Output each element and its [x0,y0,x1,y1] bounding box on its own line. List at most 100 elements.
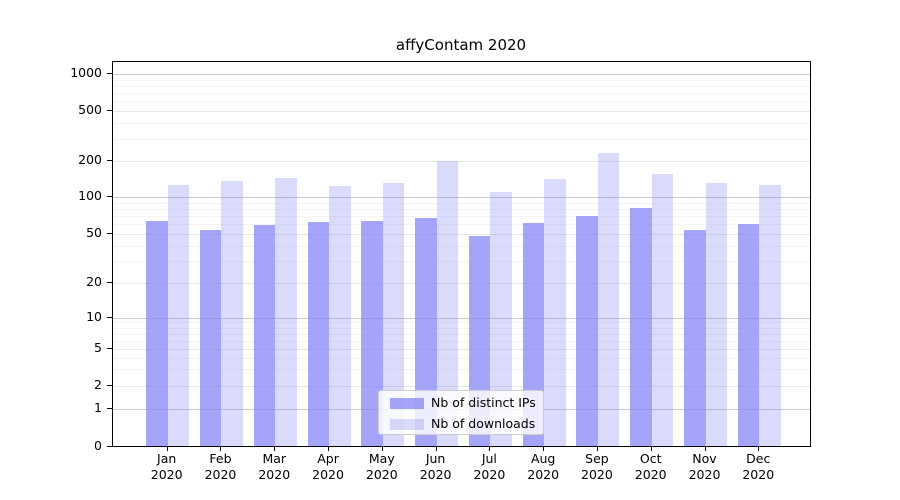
bar-downloads-sep [597,153,620,446]
bar-downloads-dec [759,185,781,446]
x-tick-label: Dec 2020 [742,451,775,482]
y-tick-mark [107,232,112,234]
bar-distinct-ips-jan [146,221,168,446]
x-tick-label: Apr 2020 [312,451,344,482]
bar-distinct-ips-jun [415,218,437,446]
x-tick-mark [489,446,491,451]
gridline [113,160,810,162]
bar-distinct-ips-nov [684,229,706,446]
gridline-minor [113,322,810,324]
bar-downloads-oct [651,174,674,446]
bar-distinct-ips-apr [307,222,330,446]
y-tick-mark [107,73,112,75]
gridline-minor [113,340,810,342]
legend-swatch-downloads [390,418,424,430]
chart-title: affyContam 2020 [395,36,527,54]
bar-distinct-ips-oct [630,208,652,446]
y-tick-label: 50 [86,224,102,240]
y-tick-mark [107,316,112,318]
x-tick-label: Sep 2020 [581,451,613,482]
gridline-minor [113,215,810,217]
gridline-minor [113,261,810,263]
bar-distinct-ips-mar [253,224,276,446]
gridline-minor [113,101,810,103]
y-tick-mark [107,385,112,386]
x-tick-mark [543,446,545,451]
legend-swatch-distinct-ips [390,397,424,409]
gridline-minor [113,224,810,226]
x-tick-mark [650,446,652,451]
bar-distinct-ips-may [361,221,383,446]
y-tick-mark [107,110,112,111]
bar-downloads-apr [329,186,351,446]
plot-area: Nb of distinct IPs Nb of downloads [112,61,811,447]
bar-downloads-feb [221,181,243,446]
bar-downloads-mar [275,177,297,446]
gridline-minor [113,79,810,81]
x-tick-label: Feb 2020 [204,451,237,482]
gridline-minor [113,123,810,125]
gridline-minor [113,93,810,95]
y-tick-label: 100 [78,188,102,203]
legend-label-distinct-ips: Nb of distinct IPs [431,395,536,410]
x-tick-label: Jan 2020 [150,451,183,482]
x-tick-mark [274,446,276,451]
gridline-minor [113,245,810,247]
x-tick-mark [381,446,383,451]
y-tick-mark [107,159,112,161]
y-tick-label: 0 [94,437,102,453]
y-tick-mark [107,408,112,410]
y-tick-label: 200 [78,151,102,167]
x-tick-label: Oct 2020 [634,451,667,482]
y-tick-mark [107,282,112,284]
bar-downloads-jun [436,161,459,446]
legend: Nb of distinct IPs Nb of downloads [378,390,544,435]
y-tick-label: 5 [94,339,102,355]
x-tick-label: Mar 2020 [258,451,291,482]
x-tick-mark [328,446,330,451]
y-tick-mark [107,347,112,349]
bar-distinct-ips-dec [737,224,760,446]
gridline-minor [113,357,810,359]
y-tick-mark [107,196,112,197]
gridline-minor [113,327,810,329]
x-tick-mark [435,446,437,451]
bar-distinct-ips-sep [576,215,598,446]
x-tick-label: Jul 2020 [473,451,506,482]
y-tick-label: 10 [86,308,102,324]
gridline [113,74,810,76]
y-tick-mark [107,445,112,447]
gridline-minor [113,369,810,371]
gridline [113,233,810,235]
x-tick-mark [596,446,598,451]
gridline [113,386,810,387]
x-tick-mark [166,446,168,451]
y-tick-label: 1000 [70,65,102,81]
x-tick-mark [758,446,760,451]
bar-downloads-may [382,182,405,446]
gridline [113,197,810,198]
bar-downloads-nov [705,182,727,446]
x-tick-label: Aug 2020 [527,451,560,482]
x-tick-mark [220,446,222,451]
gridline [113,283,810,285]
x-tick-label: Nov 2020 [688,451,721,482]
y-tick-label: 2 [94,377,102,392]
x-tick-mark [704,446,706,451]
bar-downloads-jul [490,192,512,446]
gridline-minor [113,202,810,204]
gridline-minor [113,86,810,88]
gridline-minor [113,333,810,335]
gridline [113,111,810,112]
gridline [113,348,810,350]
gridline-minor [113,138,810,140]
y-tick-label: 1 [94,400,102,416]
x-tick-label: May 2020 [365,451,398,482]
bar-downloads-jan [167,184,190,446]
gridline [113,317,810,319]
x-tick-label: Jun 2020 [419,451,452,482]
bar-downloads-aug [544,179,566,446]
legend-label-downloads: Nb of downloads [431,416,536,431]
y-tick-label: 20 [86,274,102,290]
